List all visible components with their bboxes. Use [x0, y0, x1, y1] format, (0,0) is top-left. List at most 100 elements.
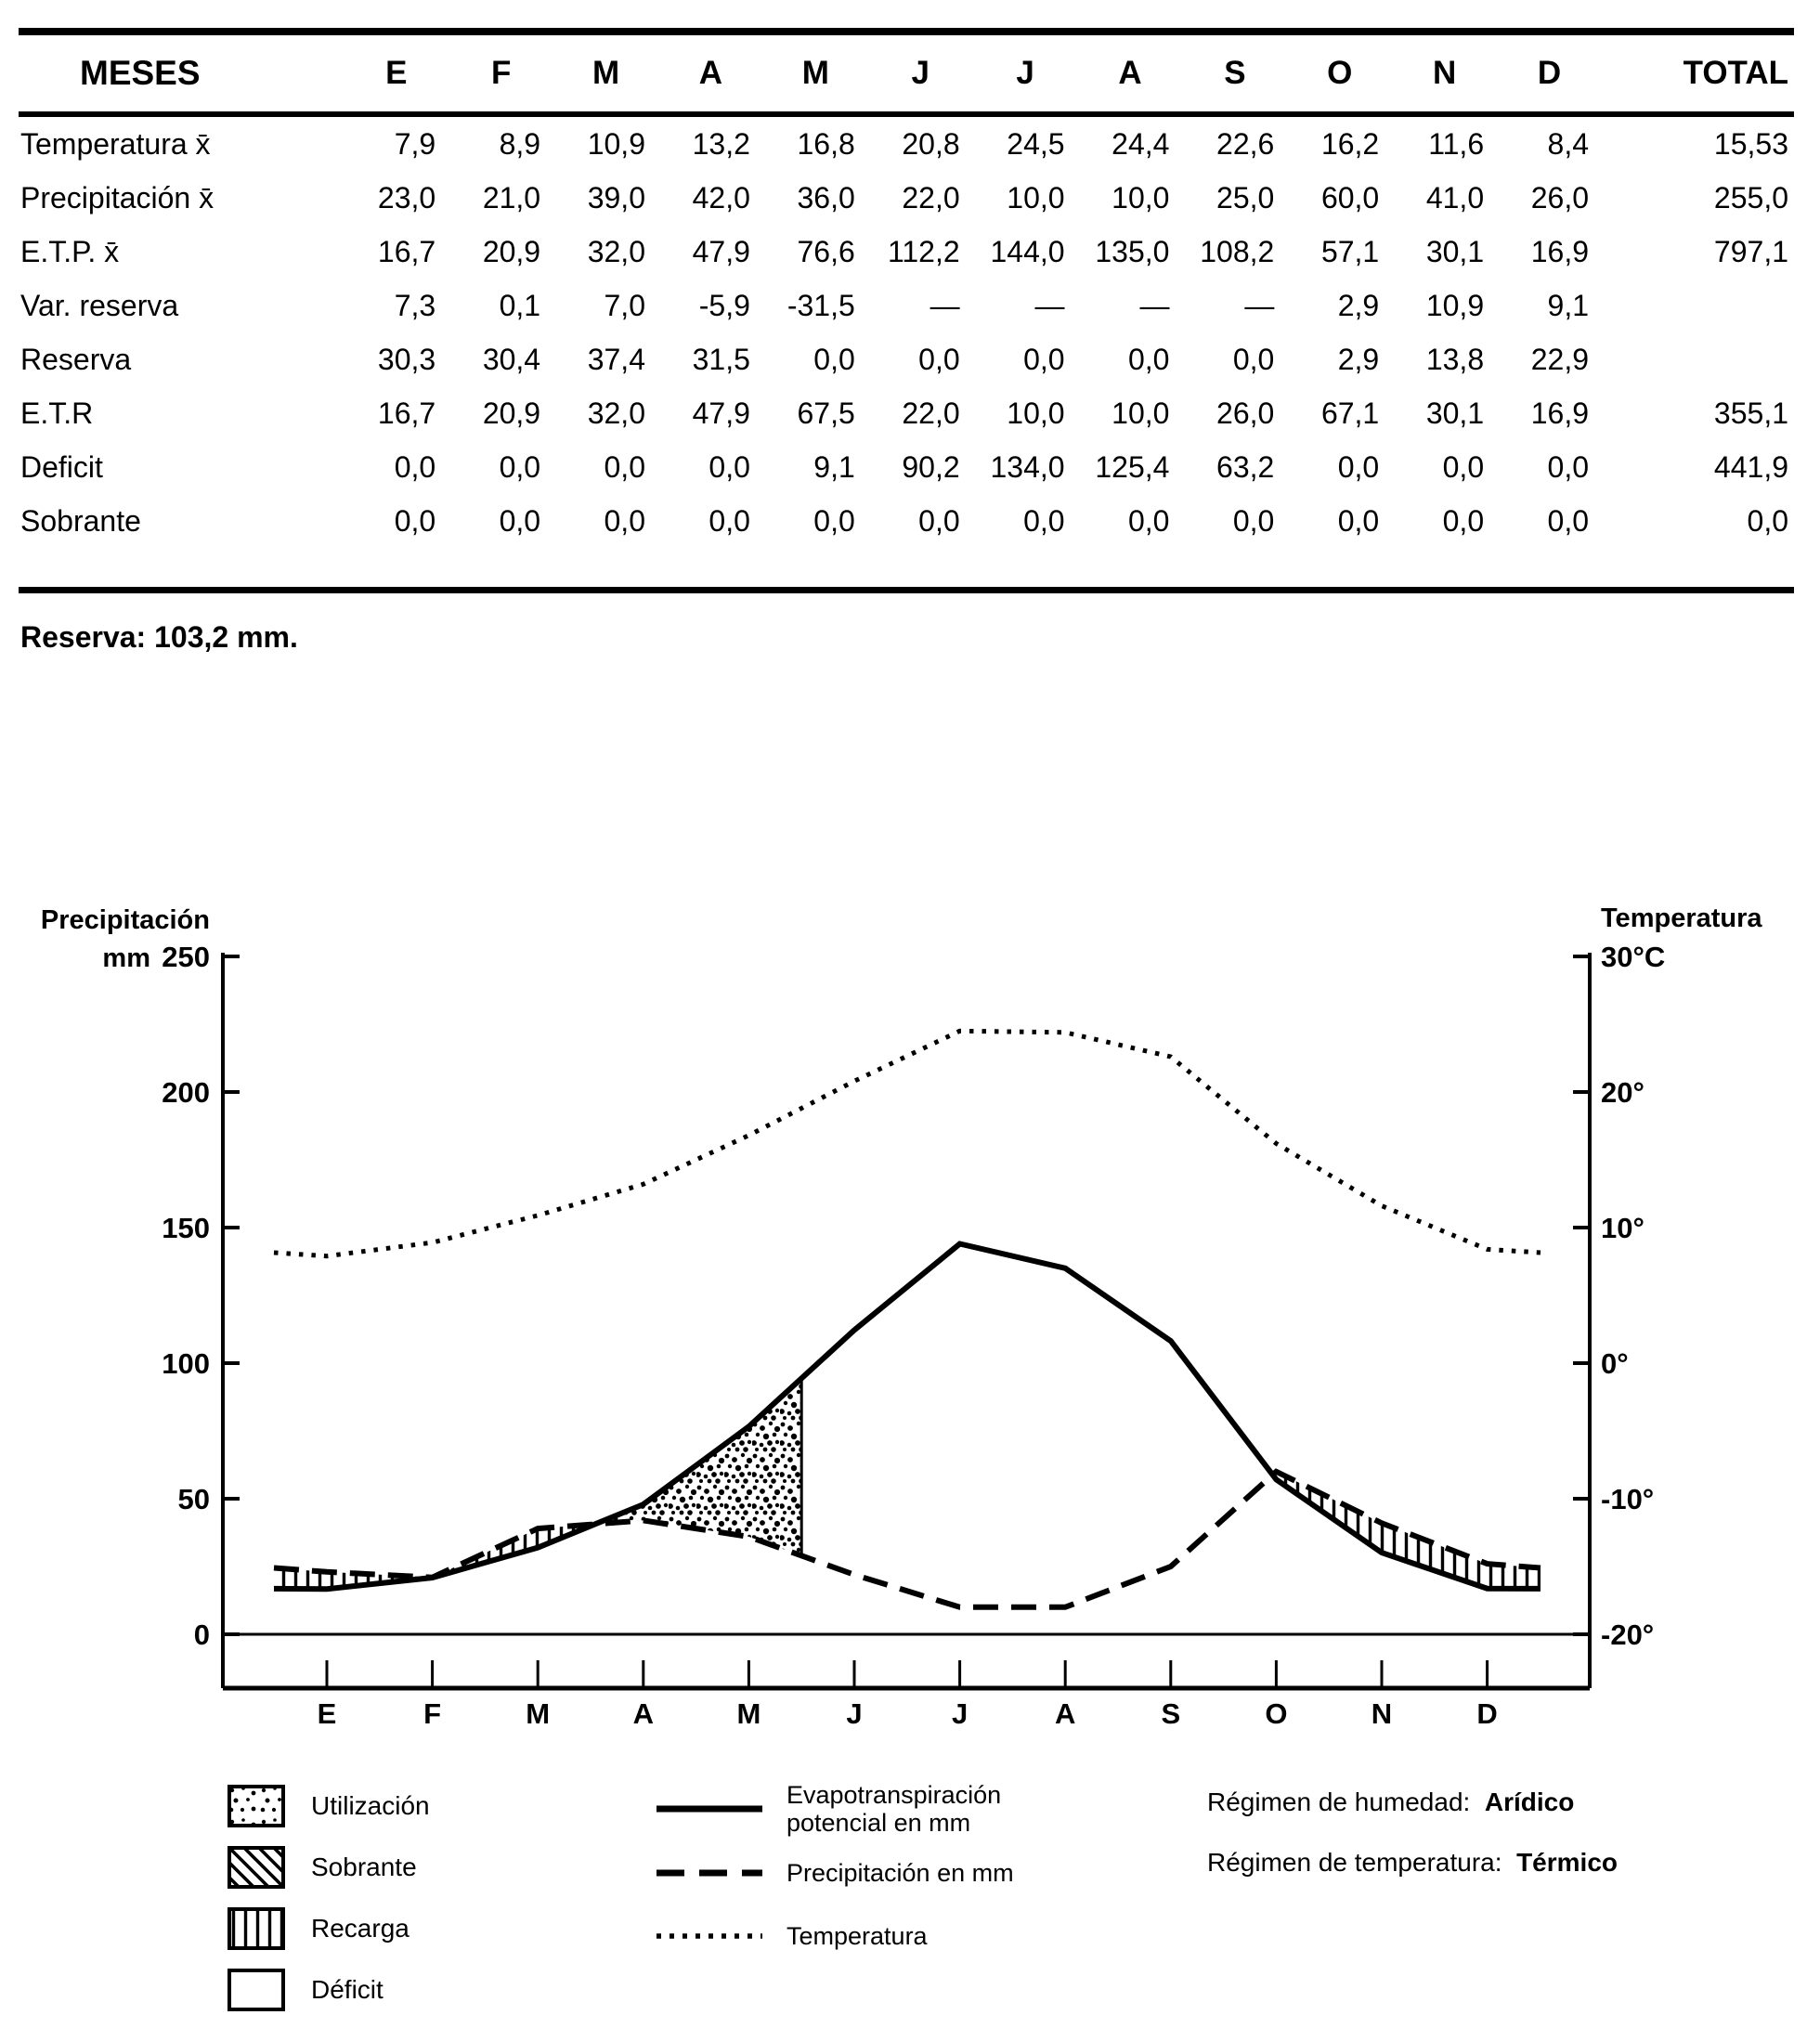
cell-r2-c11: 16,9 [1530, 234, 1589, 268]
cell-r7-c11: 0,0 [1547, 503, 1589, 538]
cell-r5-c7: 10,0 [1112, 396, 1170, 430]
etp-line [273, 1241, 1541, 1592]
left-axis-unit: mm [102, 943, 150, 973]
header-month-11: D [1497, 32, 1602, 117]
cell-r4-c1: 30,4 [482, 342, 541, 376]
cell-r1-c9: 60,0 [1320, 180, 1380, 214]
cell-r6-c6: 134,0 [990, 449, 1065, 484]
cell-r3-c3: -5,9 [698, 288, 750, 322]
cell-r1-c3: 42,0 [692, 180, 750, 214]
cell-r5-c9: 67,1 [1320, 396, 1380, 430]
cell-r7-c0: 0,0 [394, 503, 436, 538]
cell-r5-c0: 16,7 [377, 396, 436, 430]
reserve-note: Reserva: 103,2 mm. [20, 620, 298, 654]
cell-r3-c2: 7,0 [604, 288, 645, 322]
cell-r3-c0: 7,3 [394, 288, 436, 322]
cell-r2-c5: 112,2 [887, 234, 960, 268]
cell-r0-c2: 10,9 [587, 126, 645, 161]
row-label: Deficit [20, 449, 103, 484]
cell-total-r6: 441,9 [1713, 449, 1788, 484]
cell-r3-c4: -31,5 [786, 288, 855, 322]
legend-item-utilizacion: Utilización [228, 1785, 430, 1827]
cell-r2-c8: 108,2 [1200, 234, 1275, 268]
cell-r6-c2: 0,0 [604, 449, 645, 484]
cell-total-r0: 15,53 [1713, 126, 1788, 161]
cell-r1-c6: 10,0 [1007, 180, 1065, 214]
row-label: Var. reserva [20, 288, 179, 322]
cell-r4-c3: 31,5 [692, 342, 750, 376]
chart-labels: 250 200 150 100 50 0 30°C 20° 10° 0° -10° -20° Preci… [41, 904, 1763, 1730]
header-month-0: E [344, 32, 449, 117]
cell-r5-c10: 30,1 [1425, 396, 1485, 430]
chart-axes [221, 953, 1592, 1691]
cell-r0-c11: 8,4 [1547, 126, 1589, 161]
cell-r5-c8: 26,0 [1216, 396, 1275, 430]
legend: Utilización Sobrante Recarga Déficit Evapot… [0, 1764, 1820, 2028]
legend-item-sobrante: Sobrante [228, 1846, 417, 1889]
month-label: A [1055, 1697, 1075, 1730]
cell-r0-c8: 22,6 [1216, 126, 1275, 161]
water-balance-table: MESES E F M A M J J A S O N D TOTAL Temperatura x̄ 7,9… [19, 28, 1794, 593]
month-label: M [526, 1697, 550, 1730]
cell-total-r5: 355,1 [1713, 396, 1788, 430]
month-label: D [1476, 1697, 1497, 1730]
cell-r2-c3: 47,9 [692, 234, 750, 268]
cell-r1-c1: 21,0 [482, 180, 541, 214]
cell-r6-c11: 0,0 [1547, 449, 1589, 484]
cell-r4-c9: 2,9 [1337, 342, 1380, 376]
month-label: E [318, 1697, 337, 1730]
right-tick-label: 0° [1601, 1347, 1629, 1380]
cell-r0-c5: 20,8 [902, 126, 960, 161]
legend-line-dashed: Precipitación en mm [655, 1859, 1014, 1887]
cell-r5-c1: 20,9 [482, 396, 541, 430]
cell-r2-c1: 20,9 [482, 234, 541, 268]
cell-total-r1: 255,0 [1713, 180, 1788, 214]
cell-r0-c10: 11,6 [1428, 126, 1485, 161]
table-row: Deficit 0,0 0,0 0,0 0,0 9,1 90,2 134,0 125,4 63,2… [19, 440, 1794, 494]
cell-r7-c8: 0,0 [1232, 503, 1275, 538]
cell-r1-c8: 25,0 [1216, 180, 1275, 214]
legend-item-deficit: Déficit [228, 1969, 384, 2011]
cell-r3-c10: 10,9 [1425, 288, 1485, 322]
humidity-regime-value: Arídico [1484, 1788, 1575, 1816]
cell-r4-c6: 0,0 [1023, 342, 1065, 376]
cell-r4-c4: 0,0 [813, 342, 855, 376]
precipitation-line [273, 1468, 1541, 1610]
cell-r1-c2: 39,0 [587, 180, 645, 214]
diagonal-swatch-icon [228, 1846, 285, 1889]
month-label: J [952, 1697, 968, 1730]
right-tick-label: 20° [1601, 1076, 1644, 1109]
temperature-line [273, 1028, 1541, 1259]
legend-line-label: Evapotranspiración potencial en mm [786, 1781, 1002, 1837]
left-tick-label: 200 [162, 1076, 210, 1109]
cell-r6-c8: 63,2 [1216, 449, 1275, 484]
cell-r6-c0: 0,0 [394, 449, 436, 484]
left-tick-label: 50 [178, 1483, 210, 1515]
legend-line-dotted: Temperatura [655, 1922, 928, 1950]
cell-r7-c4: 0,0 [813, 503, 855, 538]
cell-r4-c8: 0,0 [1232, 342, 1275, 376]
cell-r7-c5: 0,0 [918, 503, 960, 538]
cell-r5-c2: 32,0 [587, 396, 645, 430]
table-row: Precipitación x̄ 23,0 21,0 39,0 42,0 36,0 22,0… [19, 171, 1794, 225]
right-tick-label: 10° [1601, 1212, 1644, 1244]
legend-item-recarga: Recarga [228, 1907, 410, 1950]
recarga-fill-right [1272, 1472, 1540, 1589]
cell-r0-c4: 16,8 [797, 126, 855, 161]
chart-curves [273, 1028, 1541, 1610]
cell-r2-c9: 57,1 [1320, 234, 1380, 268]
cell-r6-c4: 9,1 [813, 449, 855, 484]
header-month-3: A [657, 32, 763, 117]
cell-total-r3 [1602, 279, 1794, 332]
header-total: TOTAL [1602, 32, 1794, 117]
right-tick-label: 30°C [1601, 941, 1665, 973]
cell-r1-c7: 10,0 [1112, 180, 1170, 214]
legend-swatch-label: Utilización [311, 1791, 430, 1820]
cell-r0-c1: 8,9 [499, 126, 541, 161]
header-month-7: A [1077, 32, 1183, 117]
cell-r7-c10: 0,0 [1442, 503, 1485, 538]
month-label: M [736, 1697, 760, 1730]
table-row: Temperatura x̄ 7,9 8,9 10,9 13,2 16,8 20,8 24,5… [19, 114, 1794, 171]
header-month-5: J [867, 32, 973, 117]
cell-r6-c3: 0,0 [708, 449, 750, 484]
